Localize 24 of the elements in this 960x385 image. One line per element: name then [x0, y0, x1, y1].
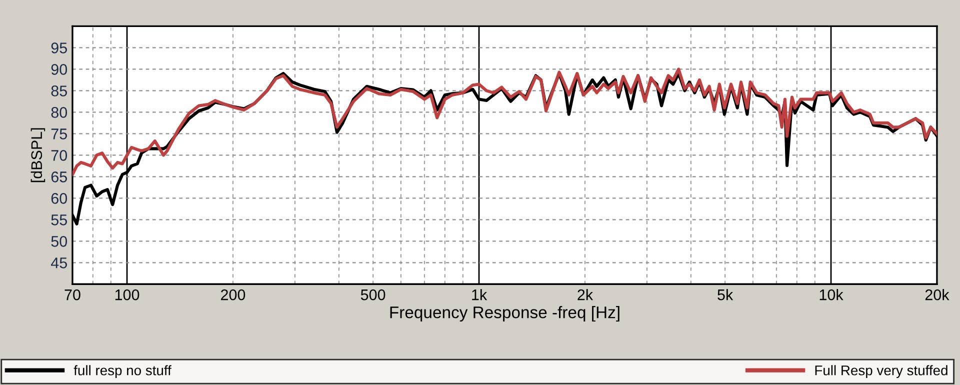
x-tick-label: 200: [220, 289, 246, 300]
x-tick-label: 10k: [820, 288, 844, 300]
y-tick-label: 75: [51, 128, 67, 140]
x-axis-title: Frequency Response -freq [Hz]: [390, 306, 620, 322]
y-tick-label: 95: [51, 42, 67, 54]
x-tick-label: 20k: [925, 288, 950, 300]
legend-label: Full Resp very stuffed: [815, 365, 948, 378]
x-tick-label: 100: [115, 289, 140, 300]
y-tick-label: 55: [51, 214, 67, 226]
legend-label: full resp no stuff: [74, 365, 172, 378]
y-tick-label: 90: [51, 64, 68, 75]
y-tick-label: 70: [51, 150, 68, 161]
x-tick-label: 1k: [472, 288, 488, 300]
y-tick-label: 45: [50, 258, 67, 268]
x-tick-label: 70: [64, 289, 80, 300]
x-tick-label: 5k: [718, 288, 734, 300]
x-tick-label: 500: [360, 289, 386, 300]
y-tick-label: 85: [51, 86, 67, 96]
y-tick-label: 80: [51, 107, 68, 118]
y-tick-label: 60: [51, 193, 68, 204]
x-tick-label: 2k: [578, 288, 594, 300]
y-tick-label: 65: [51, 172, 67, 182]
y-axis-title: [dBSPL]: [30, 128, 46, 182]
y-tick-label: 50: [51, 236, 68, 247]
